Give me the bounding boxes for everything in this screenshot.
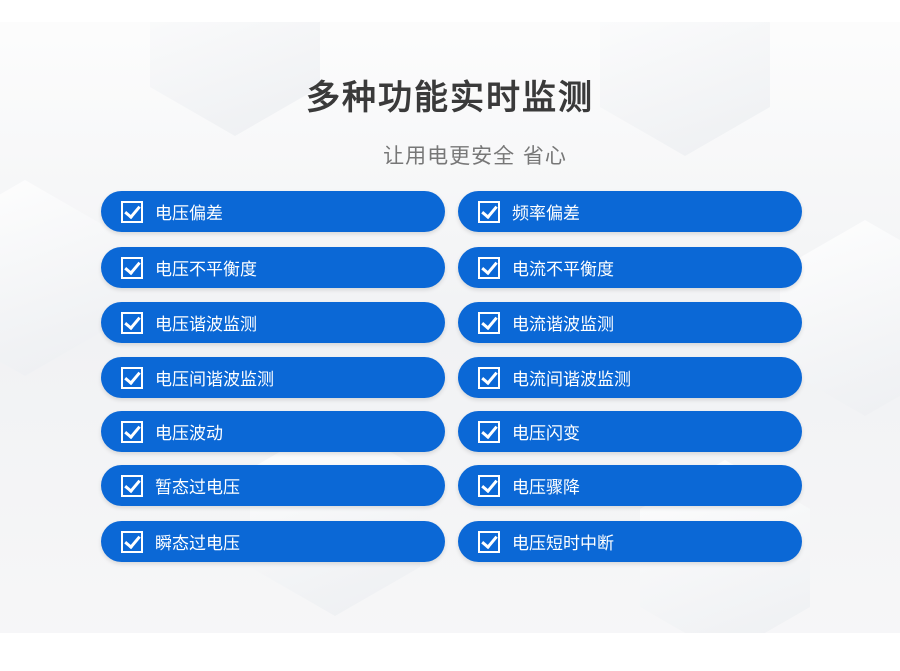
feature-item: 电压闪变 [458,411,802,452]
feature-item: 暂态过电压 [101,465,445,506]
feature-item: 电压波动 [101,411,445,452]
feature-item: 电压间谐波监测 [101,357,445,398]
feature-item: 电压短时中断 [458,521,802,562]
feature-label: 电压波动 [155,424,223,444]
feature-label: 电流间谐波监测 [512,370,631,390]
checkbox-checked-icon [478,366,500,389]
feature-label: 电压偏差 [155,204,223,224]
page-title: 多种功能实时监测 [306,78,594,118]
checkbox-checked-icon [478,420,500,443]
bg-hexagon [0,180,110,376]
feature-label: 电压不平衡度 [155,260,257,280]
checkbox-checked-icon [121,200,143,223]
feature-item: 电压骤降 [458,465,802,506]
checkbox-checked-icon [478,256,500,279]
feature-label: 电压谐波监测 [155,315,257,335]
feature-label: 电压间谐波监测 [155,370,274,390]
checkbox-checked-icon [121,311,143,334]
checkbox-checked-icon [121,530,143,553]
feature-item: 电流谐波监测 [458,302,802,343]
feature-item: 频率偏差 [458,191,802,232]
checkbox-checked-icon [121,256,143,279]
page-subtitle: 让用电更安全 省心 [383,144,567,168]
checkbox-checked-icon [121,420,143,443]
feature-label: 电压短时中断 [512,534,614,554]
feature-label: 电流谐波监测 [512,315,614,335]
feature-label: 电流不平衡度 [512,260,614,280]
checkbox-checked-icon [478,200,500,223]
bottom-border [0,633,900,671]
feature-item: 电压偏差 [101,191,445,232]
feature-item: 瞬态过电压 [101,521,445,562]
feature-item: 电压谐波监测 [101,302,445,343]
feature-item: 电流间谐波监测 [458,357,802,398]
feature-label: 暂态过电压 [155,478,240,498]
checkbox-checked-icon [478,474,500,497]
feature-label: 频率偏差 [512,204,580,224]
checkbox-checked-icon [478,530,500,553]
feature-label: 电压骤降 [512,478,580,498]
checkbox-checked-icon [478,311,500,334]
top-border [0,0,900,22]
feature-label: 瞬态过电压 [155,534,240,554]
feature-item: 电流不平衡度 [458,247,802,288]
feature-label: 电压闪变 [512,424,580,444]
feature-item: 电压不平衡度 [101,247,445,288]
checkbox-checked-icon [121,366,143,389]
checkbox-checked-icon [121,474,143,497]
